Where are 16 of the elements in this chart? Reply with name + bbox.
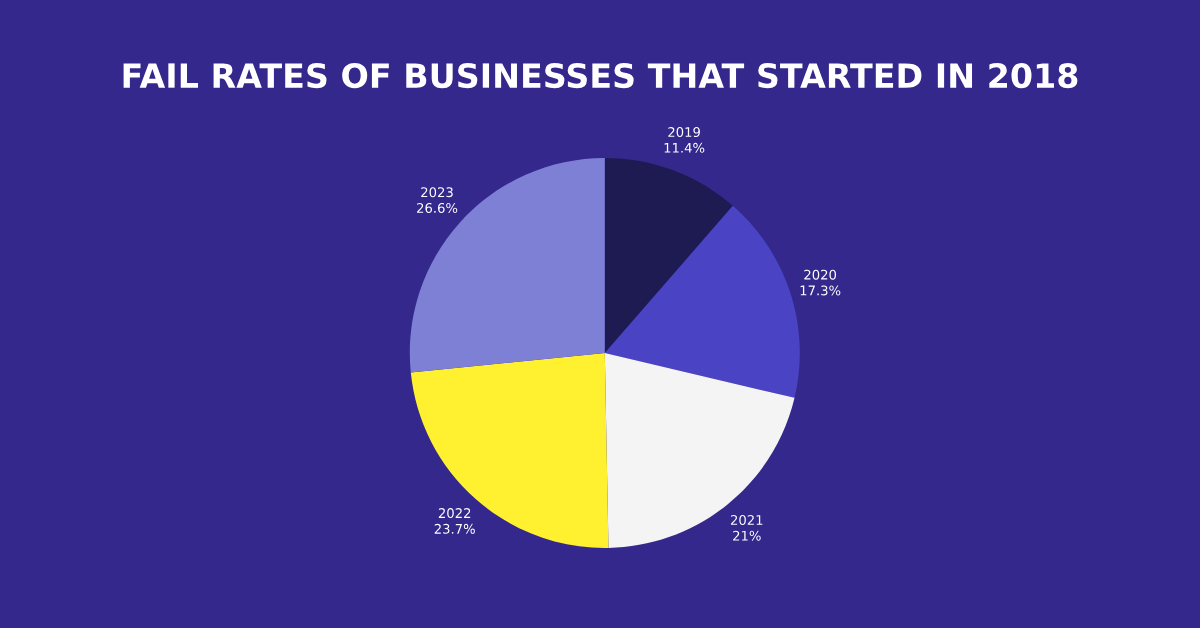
slice-label: 2022 [438,508,471,519]
data-label: 17.3% [800,285,841,296]
pie-slice [410,352,609,548]
pie-slice [604,205,800,398]
pie-slice [604,352,795,548]
slice-label: 2021 [730,514,763,525]
data-label: 26.6% [417,202,458,213]
data-label: 11.4% [664,142,705,153]
slice-label: 2020 [804,269,837,280]
data-label: 23.7% [434,523,475,534]
chart-title: FAIL RATES OF BUSINESSES THAT STARTED IN 2018 [123,62,1078,89]
pie-slice [409,157,605,373]
slice-label: 2019 [668,127,700,138]
data-label: 21% [733,530,761,541]
slice-label: 2023 [421,187,453,198]
pie-slice [604,157,733,353]
